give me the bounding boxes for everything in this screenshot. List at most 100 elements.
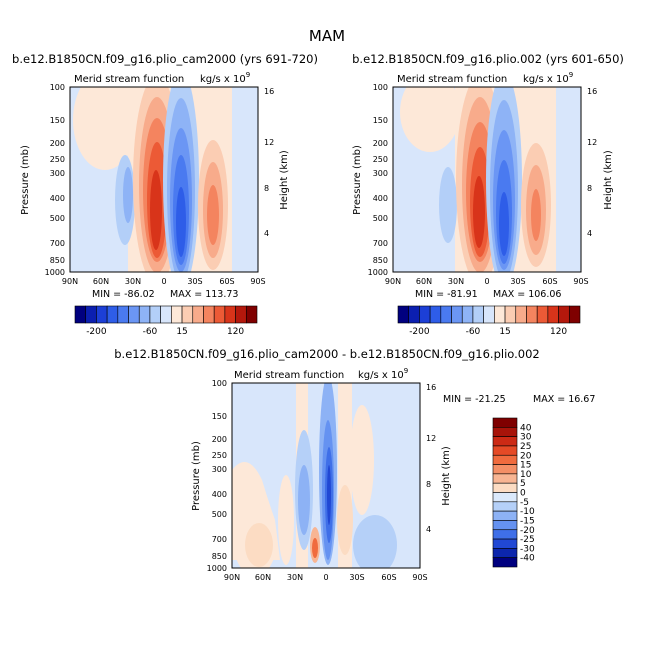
contour-band xyxy=(232,87,258,272)
colorbar-swatch xyxy=(492,464,518,475)
y-tick-label: 850 xyxy=(373,256,388,265)
panel-2-frame xyxy=(392,86,582,273)
contour-band xyxy=(531,189,541,241)
panel-2-min: MIN = -81.91 xyxy=(415,289,478,300)
colorbar-label: -60 xyxy=(466,327,481,337)
y-tick-label: 400 xyxy=(50,194,65,203)
y-tick-label: 250 xyxy=(50,155,65,164)
y-tick-label: 1000 xyxy=(207,564,227,573)
panel-diff-plot-area xyxy=(231,382,421,569)
panel-2-left-string: Merid stream function xyxy=(397,74,507,85)
colorbar-swatch xyxy=(568,305,581,324)
colorbar-label: -200 xyxy=(409,327,430,337)
colorbar-swatch xyxy=(492,510,518,521)
colorbar-label: 15 xyxy=(176,327,187,337)
y-tick-label: 150 xyxy=(373,116,388,125)
colorbar-label: -60 xyxy=(143,327,158,337)
contour-band xyxy=(473,176,485,248)
panel-2: b.e12.B1850CN.f09_g16.plio.002 (yrs 601-… xyxy=(352,52,624,300)
colorbar-label: 120 xyxy=(550,327,567,337)
colorbar-label: 20 xyxy=(520,451,532,461)
colorbar-panel-1: -200 -60 15 120 xyxy=(74,305,258,337)
colorbar-label: -10 xyxy=(520,507,535,517)
colorbar-swatch xyxy=(85,305,97,324)
contour-band xyxy=(353,515,397,568)
colorbar-swatch xyxy=(171,305,183,324)
y-tick-label: 150 xyxy=(212,412,227,421)
panel-1-title: b.e12.B1850CN.f09_g16.plio_cam2000 (yrs … xyxy=(12,52,318,66)
colorbar-swatch xyxy=(224,305,236,324)
colorbar-swatch xyxy=(138,305,151,324)
colorbar-label: 15 xyxy=(499,327,510,337)
y-tick-label: 300 xyxy=(373,169,388,178)
x-tick-label: 30S xyxy=(187,277,202,286)
colorbar-swatch xyxy=(547,305,559,324)
y-tick-label: 850 xyxy=(50,256,65,265)
colorbar-label: 40 xyxy=(520,423,532,433)
panel-2-max: MAX = 106.06 xyxy=(493,289,561,300)
x-tick-label: 60N xyxy=(416,277,432,286)
colorbar-label: -15 xyxy=(520,516,535,526)
x-tick-label: 0 xyxy=(323,573,328,582)
colorbar-swatch xyxy=(492,445,518,456)
height-tick-label: 4 xyxy=(426,525,431,534)
colorbar-label: -30 xyxy=(520,544,535,554)
panel-1-frame xyxy=(69,86,259,273)
colorbar-swatch xyxy=(492,482,518,493)
panel-2-units: kg/s x 109 xyxy=(523,71,573,85)
colorbar-swatch xyxy=(117,305,129,324)
colorbar-label: -25 xyxy=(520,535,535,545)
y-tick-label: 300 xyxy=(212,465,227,474)
colorbar-label: -20 xyxy=(520,526,535,536)
y-tick-label: 200 xyxy=(50,139,65,148)
panel-diff-ylabel: Pressure (mb) xyxy=(191,441,202,511)
panel-1-xticks: 90N 60N 30N 0 30S 60S 90S xyxy=(62,277,266,286)
colorbar-panel-2: -200 -60 15 120 xyxy=(397,305,581,337)
colorbar-label: 15 xyxy=(520,461,531,471)
colorbar-swatch xyxy=(106,305,119,324)
x-tick-label: 90S xyxy=(573,277,588,286)
colorbar-swatch xyxy=(492,548,518,558)
colorbar-swatch xyxy=(74,305,87,324)
colorbar-swatch xyxy=(419,305,431,324)
contour-band xyxy=(245,523,273,567)
panel-diff-right-ticks: 16 12 8 4 xyxy=(426,383,436,534)
panel-diff-xticks: 90N 60N 30N 0 30S 60S 90S xyxy=(224,573,428,582)
x-tick-label: 90S xyxy=(412,573,427,582)
contour-band xyxy=(400,87,460,152)
panel-1-contours xyxy=(70,87,258,272)
colorbar-swatch xyxy=(492,427,518,437)
panel-2-ylabel-right: Height (km) xyxy=(603,150,614,210)
contour-band xyxy=(327,465,331,525)
y-tick-label: 150 xyxy=(50,116,65,125)
height-tick-label: 4 xyxy=(587,229,592,238)
panel-1: b.e12.B1850CN.f09_g16.plio_cam2000 (yrs … xyxy=(12,52,318,300)
x-tick-label: 30N xyxy=(125,277,141,286)
colorbar-swatch xyxy=(492,520,518,531)
colorbar-swatch xyxy=(181,305,194,324)
x-tick-label: 30N xyxy=(287,573,303,582)
y-tick-label: 500 xyxy=(212,510,227,519)
panel-1-ylabel-right: Height (km) xyxy=(279,150,290,210)
y-tick-label: 400 xyxy=(212,490,227,499)
x-tick-label: 0 xyxy=(484,277,489,286)
colorbar-swatch xyxy=(483,305,495,324)
panel-2-plot-area xyxy=(392,86,582,273)
panel-2-title: b.e12.B1850CN.f09_g16.plio.002 (yrs 601-… xyxy=(352,52,624,66)
x-tick-label: 0 xyxy=(161,277,166,286)
colorbar-label: 30 xyxy=(520,433,532,443)
colorbar-swatch xyxy=(96,305,108,324)
panel-1-min: MIN = -86.02 xyxy=(92,289,155,300)
y-tick-label: 100 xyxy=(50,83,65,92)
panel-2-contours xyxy=(393,87,581,272)
x-tick-label: 30S xyxy=(510,277,525,286)
colorbar-swatch xyxy=(429,305,442,324)
colorbar-swatch xyxy=(526,305,538,324)
contour-band xyxy=(312,538,318,558)
panel-1-left-string: Merid stream function xyxy=(74,74,184,85)
colorbar-swatch xyxy=(149,305,161,324)
contour-band xyxy=(73,87,137,170)
contour-band xyxy=(350,405,374,515)
contour-band xyxy=(298,465,310,535)
